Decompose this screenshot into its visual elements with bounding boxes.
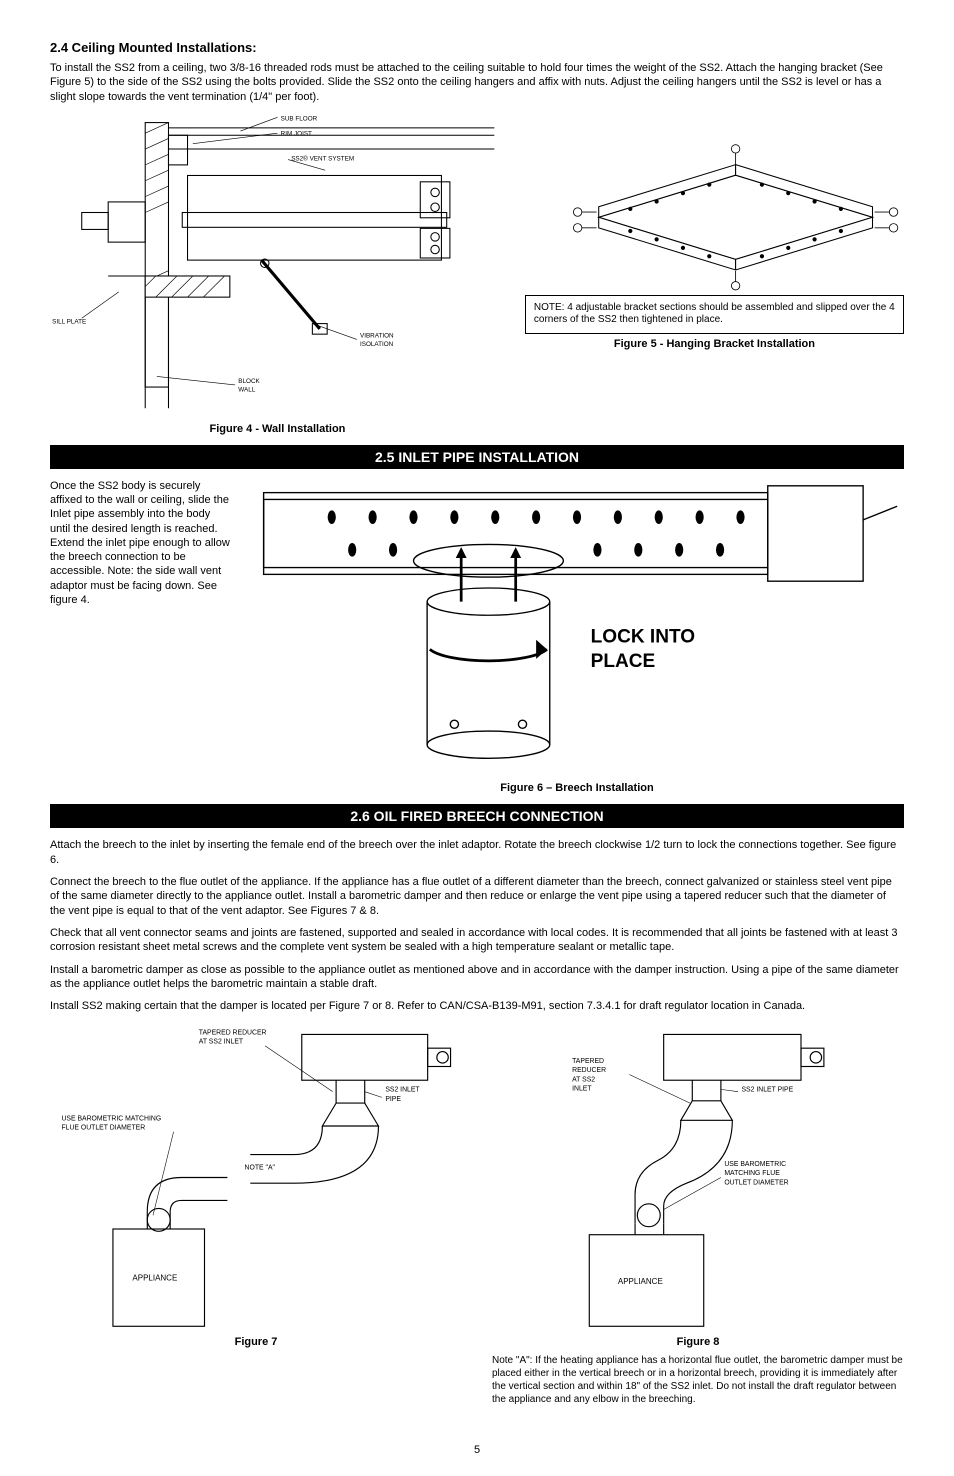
lbl-ventsys: SS2® VENT SYSTEM xyxy=(291,155,354,163)
lbl-vib1: VIBRATION xyxy=(360,332,394,339)
f7-appliance: APPLIANCE xyxy=(132,1274,177,1283)
lbl-bw2: WALL xyxy=(238,386,255,393)
fig6-svg: LOCK INTO PLACE xyxy=(250,479,904,779)
f8-inlet: SS2 INLET PIPE xyxy=(741,1087,793,1094)
lbl-subfloor: SUB FLOOR xyxy=(281,115,318,122)
fig4-fig5-row: SUB FLOOR RIM JOIST SS2® VENT SYSTEM SIL… xyxy=(50,112,904,435)
lbl-vib2: ISOLATION xyxy=(360,341,394,348)
fig8-caption: Figure 8 xyxy=(492,1336,904,1348)
breech-text: Attach the breech to the inlet by insert… xyxy=(50,838,904,1013)
f8-tap-4: INLET xyxy=(572,1086,592,1093)
fig4-caption: Figure 4 - Wall Installation xyxy=(50,423,505,435)
breech-p1: Attach the breech to the inlet by insert… xyxy=(50,838,904,867)
fig4-svg: SUB FLOOR RIM JOIST SS2® VENT SYSTEM SIL… xyxy=(50,112,505,419)
lock-label-2: PLACE xyxy=(591,651,656,672)
section-2-4-body: To install the SS2 from a ceiling, two 3… xyxy=(50,61,904,104)
lbl-rimjoist: RIM JOIST xyxy=(281,130,312,137)
section-2-4-title: 2.4 Ceiling Mounted Installations: xyxy=(50,40,904,55)
f7-tapered-2: AT SS2 INLET xyxy=(199,1039,244,1046)
f8-baro-2: MATCHING FLUE xyxy=(724,1171,780,1178)
f8-tap-1: TAPERED xyxy=(572,1058,604,1065)
note-a-text: Note "A": If the heating appliance has a… xyxy=(492,1354,904,1406)
lock-label-1: LOCK INTO xyxy=(591,626,696,647)
lbl-sill: SILL PLATE xyxy=(52,318,86,325)
fig5-container: NOTE: 4 adjustable bracket sections shou… xyxy=(525,112,904,435)
f7-inlet-1: SS2 INLET xyxy=(385,1087,420,1094)
breech-p3: Check that all vent connector seams and … xyxy=(50,926,904,955)
fig7-svg: TAPERED REDUCER AT SS2 INLET USE BAROMET… xyxy=(50,1023,462,1332)
f8-tap-3: AT SS2 xyxy=(572,1077,595,1084)
page-number: 5 xyxy=(50,1444,904,1456)
fig7-container: TAPERED REDUCER AT SS2 INLET USE BAROMET… xyxy=(50,1023,462,1414)
f7-baro-2: FLUE OUTLET DIAMETER xyxy=(61,1125,145,1132)
breech-p4: Install a barometric damper as close as … xyxy=(50,963,904,992)
fig6-caption: Figure 6 – Breech Installation xyxy=(250,782,904,794)
bar-2-5: 2.5 INLET PIPE INSTALLATION xyxy=(50,445,904,469)
fig7-caption: Figure 7 xyxy=(50,1336,462,1348)
inlet-row: Once the SS2 body is securely affixed to… xyxy=(50,479,904,795)
fig8-container: TAPERED REDUCER AT SS2 INLET SS2 INLET P… xyxy=(492,1023,904,1414)
fig7-fig8-row: TAPERED REDUCER AT SS2 INLET USE BAROMET… xyxy=(50,1023,904,1414)
f8-tap-2: REDUCER xyxy=(572,1068,606,1075)
bar-2-6: 2.6 OIL FIRED BREECH CONNECTION xyxy=(50,804,904,828)
f7-note-a: NOTE "A" xyxy=(245,1165,276,1172)
lbl-bw1: BLOCK xyxy=(238,378,260,385)
f8-baro-3: OUTLET DIAMETER xyxy=(724,1180,788,1187)
f7-baro-1: USE BAROMETRIC MATCHING xyxy=(61,1116,161,1123)
breech-p2: Connect the breech to the flue outlet of… xyxy=(50,875,904,918)
fig5-svg xyxy=(525,112,904,291)
fig6-container: LOCK INTO PLACE Figure 6 – Breech Instal… xyxy=(250,479,904,795)
inlet-p1: Once the SS2 body is securely affixed to… xyxy=(50,479,230,608)
fig4-container: SUB FLOOR RIM JOIST SS2® VENT SYSTEM SIL… xyxy=(50,112,505,435)
inlet-text: Once the SS2 body is securely affixed to… xyxy=(50,479,230,795)
breech-p5: Install SS2 making certain that the damp… xyxy=(50,999,904,1013)
fig5-note: NOTE: 4 adjustable bracket sections shou… xyxy=(525,295,904,334)
f7-inlet-2: PIPE xyxy=(385,1096,401,1103)
fig5-caption: Figure 5 - Hanging Bracket Installation xyxy=(525,338,904,350)
f8-baro-1: USE BAROMETRIC xyxy=(724,1161,786,1168)
f7-tapered-1: TAPERED REDUCER xyxy=(199,1030,267,1037)
f8-appliance: APPLIANCE xyxy=(618,1277,663,1286)
fig8-svg: TAPERED REDUCER AT SS2 INLET SS2 INLET P… xyxy=(492,1023,904,1332)
section-2-4: 2.4 Ceiling Mounted Installations: To in… xyxy=(50,40,904,104)
